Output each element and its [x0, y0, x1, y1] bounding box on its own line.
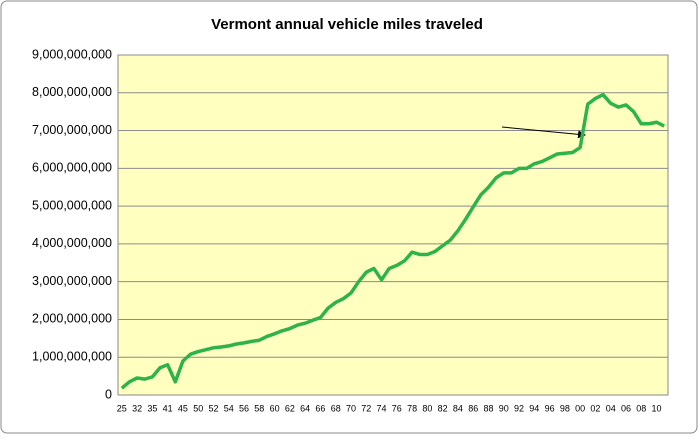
- x-tick-label: 84: [453, 403, 463, 413]
- x-tick-label: 88: [483, 403, 493, 413]
- x-tick-label: 74: [377, 403, 387, 413]
- x-tick-label: 98: [560, 403, 570, 413]
- x-tick-label: 80: [422, 403, 432, 413]
- y-tick-label: 5,000,000,000: [32, 198, 112, 212]
- x-tick-label: 64: [300, 403, 310, 413]
- x-tick-label: 58: [254, 403, 264, 413]
- y-tick-label: 9,000,000,000: [32, 47, 112, 61]
- y-tick-label: 2,000,000,000: [32, 312, 112, 326]
- x-tick-label: 10: [652, 403, 662, 413]
- x-tick-label: 06: [621, 403, 631, 413]
- x-tick-label: 68: [331, 403, 341, 413]
- x-tick-label: 56: [239, 403, 249, 413]
- x-tick-label: 62: [285, 403, 295, 413]
- y-tick-label: 0: [105, 387, 112, 401]
- x-tick-label: 76: [392, 403, 402, 413]
- y-tick-label: 6,000,000,000: [32, 161, 112, 175]
- y-tick-label: 8,000,000,000: [32, 85, 112, 99]
- y-tick-label: 1,000,000,000: [32, 350, 112, 364]
- x-tick-label: 86: [468, 403, 478, 413]
- x-tick-label: 82: [438, 403, 448, 413]
- x-tick-label: 25: [117, 403, 127, 413]
- x-tick-label: 02: [590, 403, 600, 413]
- x-tick-label: 00: [575, 403, 585, 413]
- data-line: [120, 92, 665, 390]
- x-tick-label: 90: [499, 403, 509, 413]
- x-tick-label: 54: [224, 403, 234, 413]
- x-tick-label: 32: [132, 403, 142, 413]
- plot-area: [117, 54, 669, 396]
- x-tick-label: 04: [606, 403, 616, 413]
- annotation-arrow: [501, 126, 586, 139]
- x-tick-label: 78: [407, 403, 417, 413]
- y-tick-label: 4,000,000,000: [32, 236, 112, 250]
- x-tick-label: 41: [163, 403, 173, 413]
- x-tick-label: 70: [346, 403, 356, 413]
- x-tick-label: 96: [545, 403, 555, 413]
- x-tick-label: 50: [193, 403, 203, 413]
- x-tick-label: 08: [636, 403, 646, 413]
- y-tick-label: 3,000,000,000: [32, 274, 112, 288]
- x-tick-label: 94: [529, 403, 539, 413]
- chart-title: Vermont annual vehicle miles traveled: [211, 16, 483, 33]
- x-tick-label: 66: [315, 403, 325, 413]
- x-tick-label: 45: [178, 403, 188, 413]
- x-tick-label: 72: [361, 403, 371, 413]
- x-tick-label: 92: [514, 403, 524, 413]
- x-tick-label: 52: [208, 403, 218, 413]
- x-tick-label: 60: [270, 403, 280, 413]
- y-tick-label: 7,000,000,000: [32, 123, 112, 137]
- x-tick-label: 35: [147, 403, 157, 413]
